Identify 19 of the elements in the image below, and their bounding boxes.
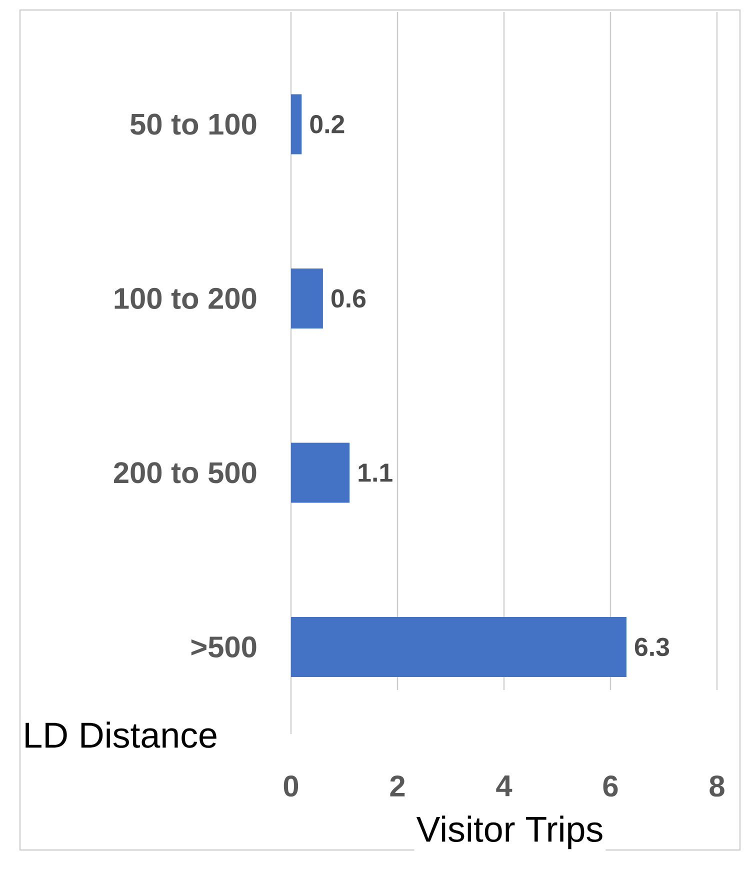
bar xyxy=(291,94,302,154)
data-label: 0.6 xyxy=(332,289,366,308)
x-axis-title: Visitor Trips xyxy=(416,816,602,850)
y-tick-label: >500 xyxy=(191,636,256,658)
data-label: 1.1 xyxy=(358,464,392,482)
x-tick-label: 6 xyxy=(603,776,618,797)
bar xyxy=(291,442,350,503)
x-tick-label: 2 xyxy=(390,776,405,796)
bar xyxy=(291,616,626,677)
data-label: 6.3 xyxy=(634,638,670,656)
y-axis-title: LD Distance xyxy=(26,722,216,748)
bar xyxy=(291,268,323,328)
y-tick-label: 200 to 500 xyxy=(114,462,256,484)
data-label: 0.2 xyxy=(310,115,344,134)
y-tick-label: 100 to 200 xyxy=(114,288,256,310)
x-tick-label: 4 xyxy=(496,776,512,796)
x-tick-label: 8 xyxy=(710,776,724,797)
x-tick-label: 0 xyxy=(284,776,298,797)
y-tick-label: 50 to 100 xyxy=(130,114,256,135)
